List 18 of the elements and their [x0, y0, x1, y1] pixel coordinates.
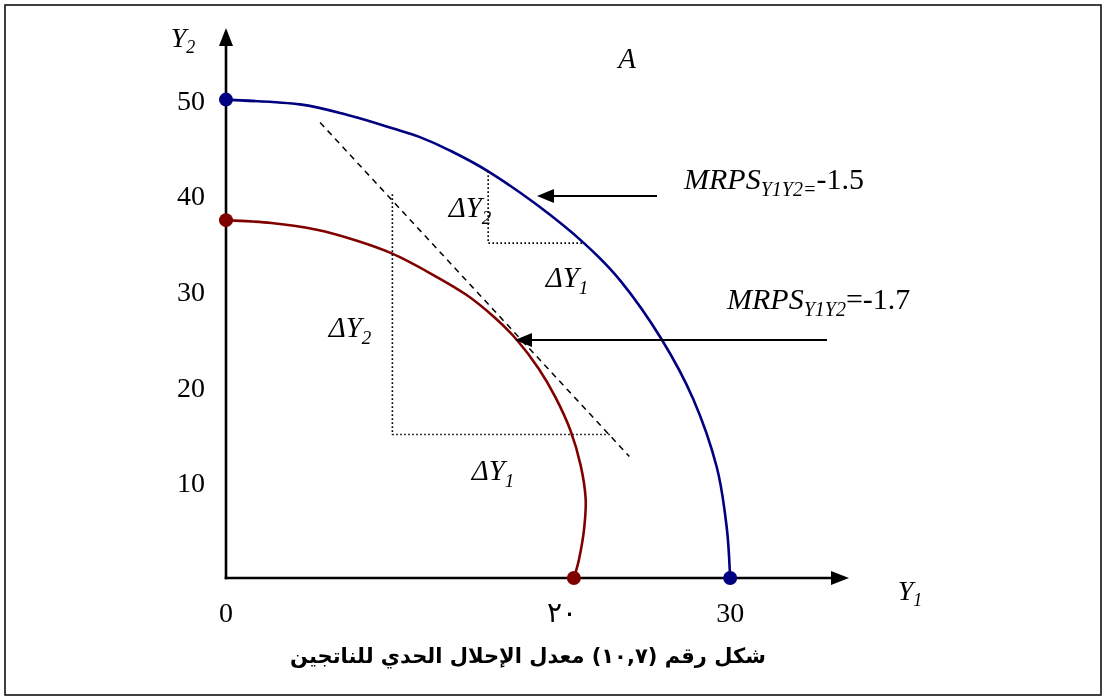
y-tick-label: 50 [177, 84, 205, 116]
annotation: A [616, 42, 637, 74]
annotation: MRPS$_{Y1Y2=}$-1.5 [683, 161, 864, 200]
annotation: ΔY$_{1}$ [544, 261, 589, 298]
annotation: MRPS$_{Y1Y2}$=-1.7 [726, 281, 911, 320]
annotation: ΔY$_{1}$ [470, 454, 515, 491]
annotation: ΔY$_{2}$ [327, 311, 372, 348]
y-tick-label: 20 [177, 371, 205, 403]
x-axis-title: Y$_{1}$ [897, 574, 923, 610]
x-tick-label: 30 [716, 596, 745, 628]
y-tick-label: 40 [177, 179, 205, 211]
y-axis-title: Y$_{2}$ [170, 21, 196, 57]
annotation: ΔY$_{2}$ [447, 191, 492, 228]
x-tick-label: ٢٠ [547, 596, 578, 628]
text: شكل رقم (١٠,٧) معدل الإحلال الحدي للناتجين [290, 644, 766, 670]
x-tick-label: 0 [219, 596, 233, 628]
y-tick-label: 30 [177, 275, 205, 307]
y-tick-label: 10 [177, 466, 205, 498]
